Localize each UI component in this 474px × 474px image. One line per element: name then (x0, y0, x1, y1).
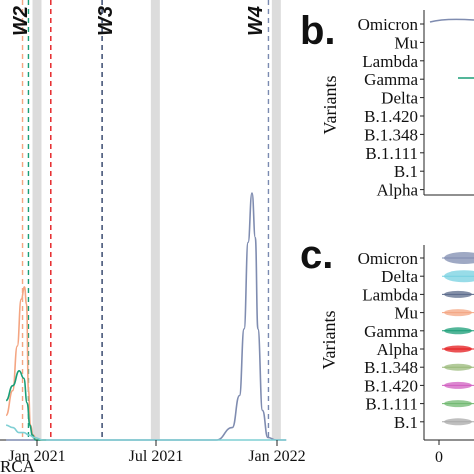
panel-b-category-label: B.1.420 (364, 107, 418, 126)
panel-b-category-label: Lambda (362, 52, 418, 71)
panel-a-chart: Jan 2021 Jul 2021 Jan 2022 W2 W3 W4 RCA (0, 0, 306, 474)
panel-b-chart: b. Variants OmicronMuLambdaGammaDeltaB.1… (300, 9, 474, 200)
panel-c-label: c. (300, 233, 333, 277)
panel-b-category-label: Delta (381, 89, 418, 108)
panel-b-category-label: B.1.111 (365, 144, 418, 163)
series-line (5, 286, 47, 441)
panel-b-category-label: Alpha (376, 181, 418, 200)
panel-c-category-label: Mu (394, 304, 418, 323)
shaded-band (271, 0, 281, 440)
x-tick-label: Jan 2022 (248, 448, 305, 465)
wave-label: W4 (245, 6, 267, 36)
wave-label: W3 (95, 6, 117, 36)
series-line (6, 424, 287, 441)
panel-c-category-label: Alpha (376, 340, 418, 359)
panel-c-x-tick-label: 0 (435, 449, 443, 466)
shaded-band (150, 0, 160, 440)
panel-c-y-axis-label: Variants (319, 311, 339, 370)
series-line (6, 192, 287, 441)
panel-b-y-axis-label: Variants (320, 76, 340, 135)
x-axis-label: RCA (0, 457, 36, 474)
panel-b-category-label: B.1 (394, 162, 418, 181)
shaded-band (32, 0, 42, 440)
panel-c-category-label: Omicron (358, 249, 419, 268)
panel-b-category-label: Mu (394, 33, 418, 52)
panel-c-category-label: B.1.111 (365, 395, 418, 414)
panel-b-omicron-mark (429, 18, 474, 23)
wave-label: W2 (10, 6, 32, 36)
panel-b-category-label: Omicron (358, 15, 419, 34)
x-tick-label: Jul 2021 (129, 448, 184, 465)
panel-b-category-label: B.1.348 (364, 125, 418, 144)
panel-c-category-label: Delta (381, 267, 418, 286)
series-line (5, 369, 47, 441)
panel-c-category-label: B.1 (394, 413, 418, 432)
panel-c-chart: c. Variants OmicronDeltaLambdaMuGammaAlp… (300, 233, 474, 466)
panel-c-category-label: Lambda (362, 285, 418, 304)
panel-c-category-label: B.1.420 (364, 376, 418, 395)
panel-b-category-label: Gamma (364, 70, 418, 89)
panel-c-category-label: B.1.348 (364, 358, 418, 377)
x-tick-label: Jan 2021 (8, 448, 65, 465)
panel-b-label: b. (300, 9, 336, 53)
panel-c-category-label: Gamma (364, 322, 418, 341)
